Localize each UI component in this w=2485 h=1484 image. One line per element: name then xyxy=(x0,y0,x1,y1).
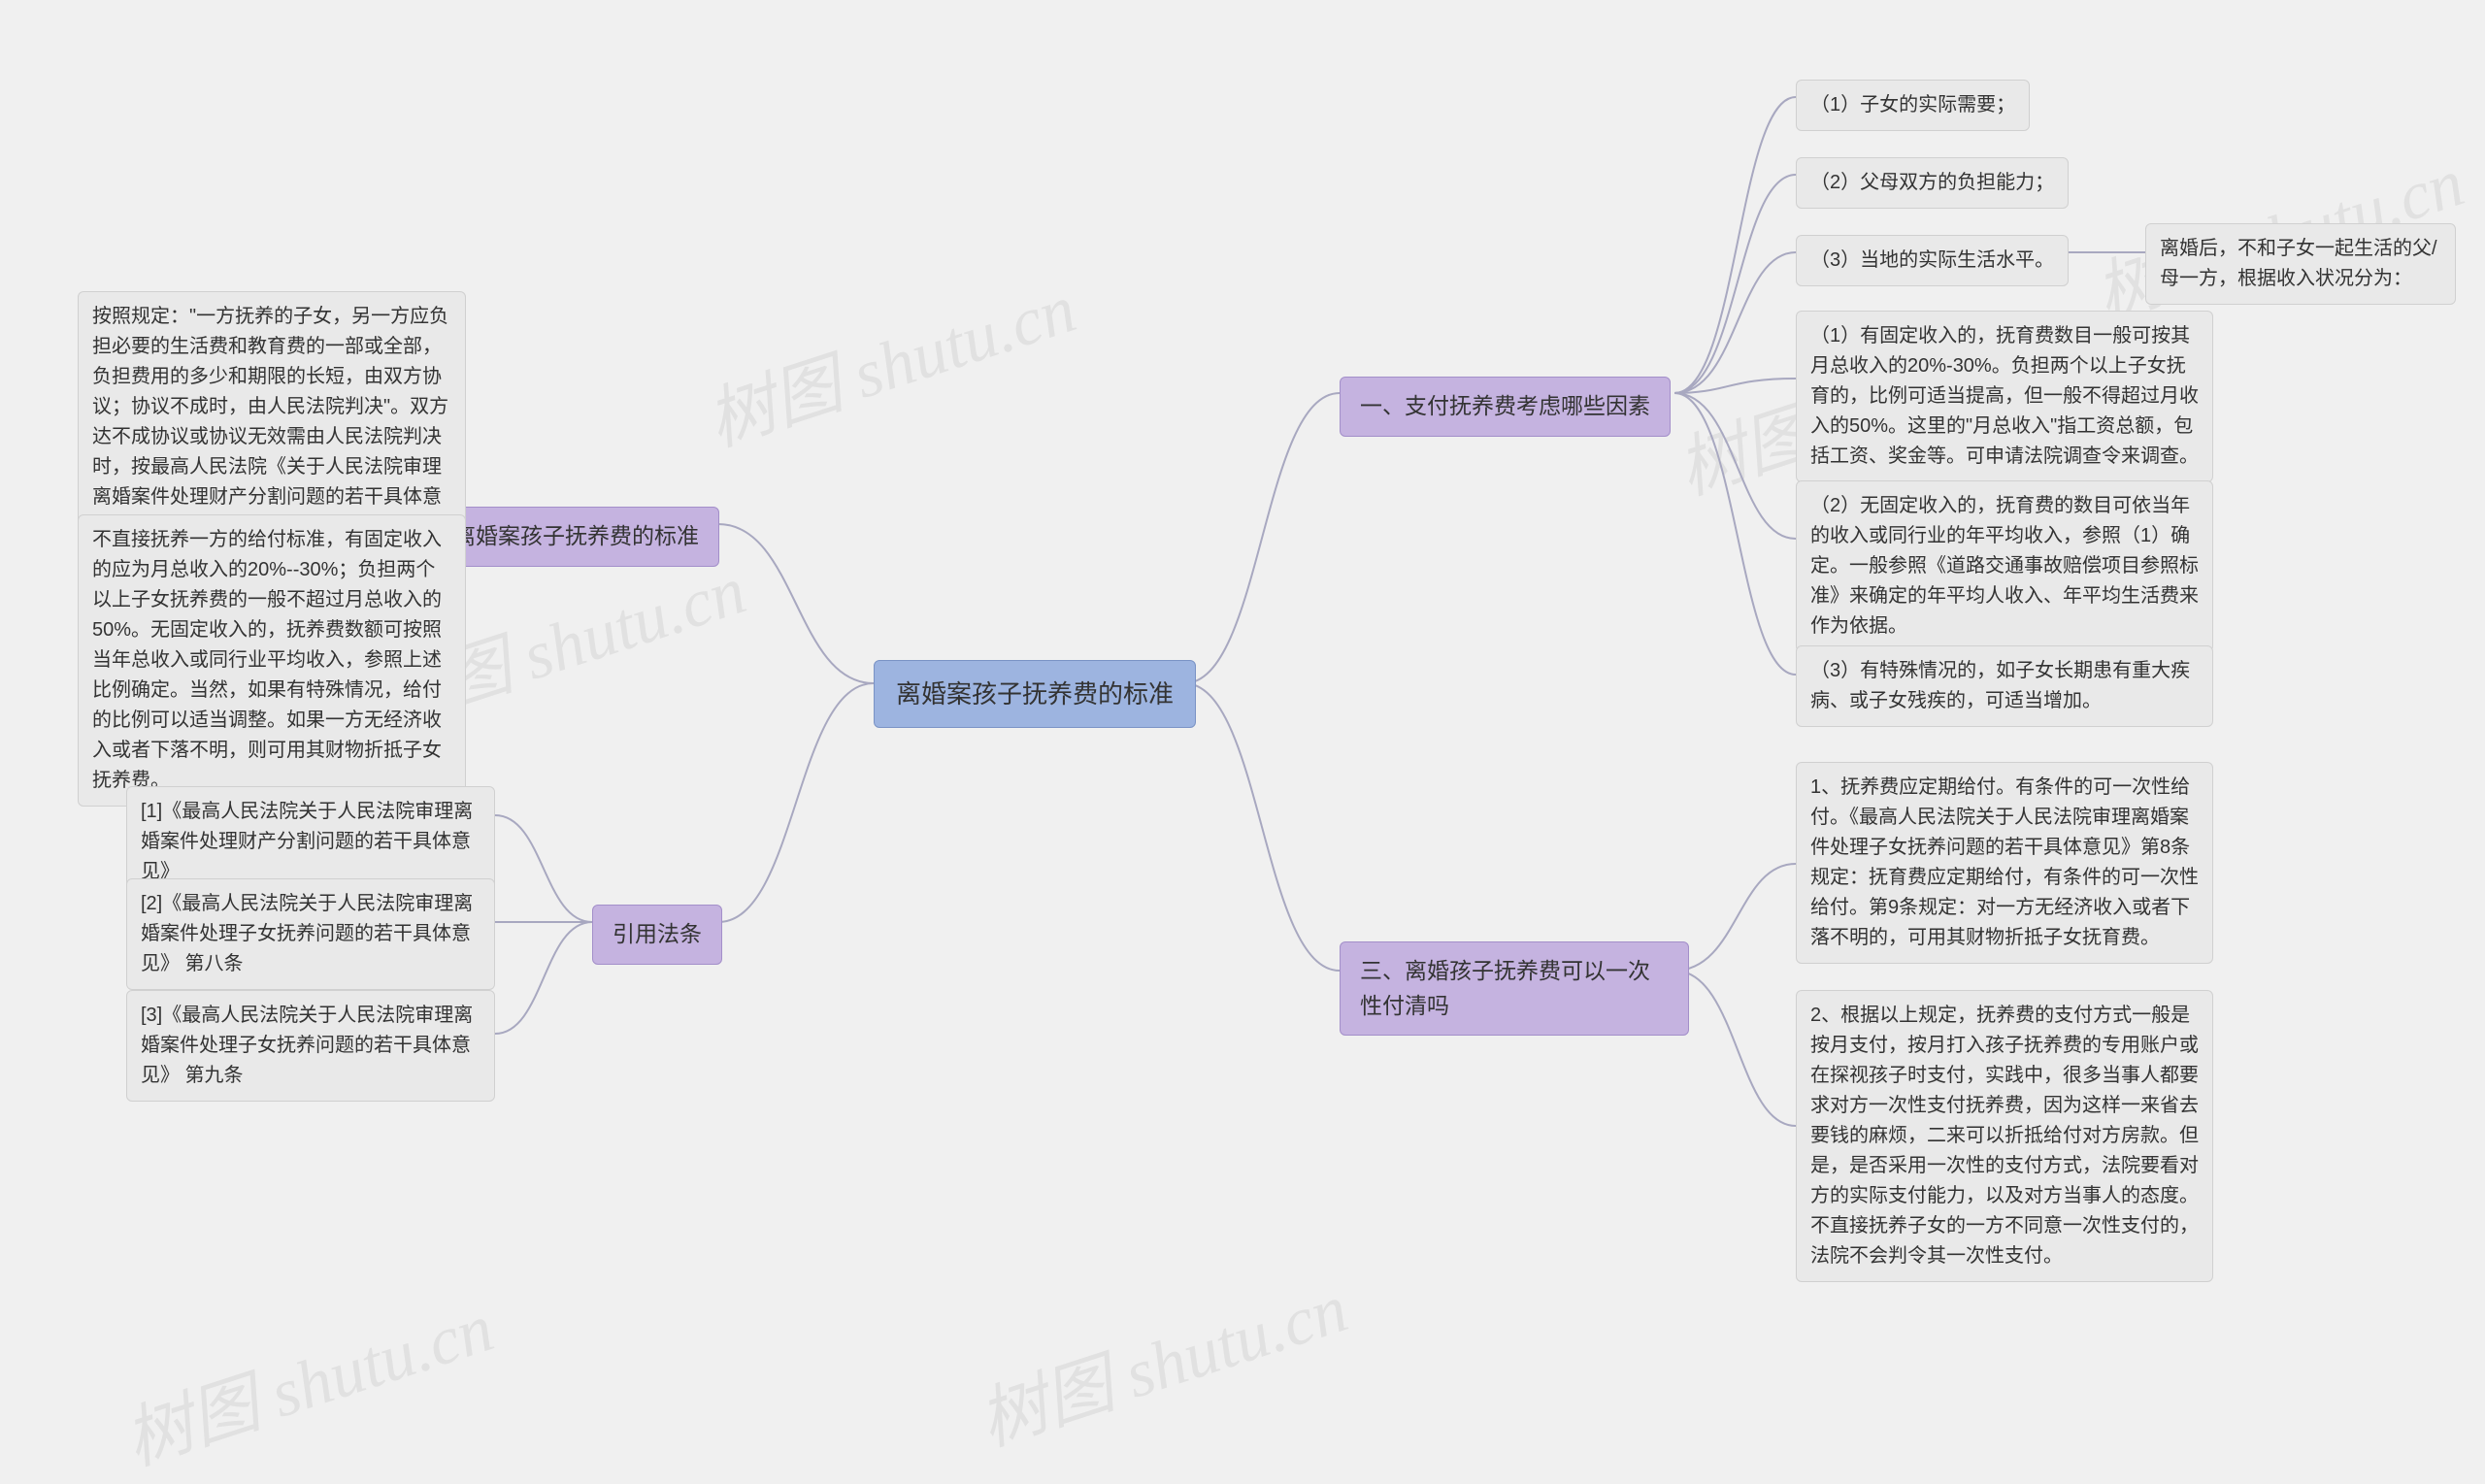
leaf-b4-3: [3]《最高人民法院关于人民法院审理离婚案件处理子女抚养问题的若干具体意见》 第… xyxy=(126,990,495,1102)
leaf-b2-2: 不直接抚养一方的给付标准，有固定收入的应为月总收入的20%--30%；负担两个以… xyxy=(78,514,466,807)
root-node[interactable]: 离婚案孩子抚养费的标准 xyxy=(874,660,1196,728)
leaf-b1-3b: 离婚后，不和子女一起生活的父/母一方，根据收入状况分为： xyxy=(2145,223,2456,305)
watermark: 树图 shutu.cn xyxy=(693,254,1086,465)
leaf-b3-2: 2、根据以上规定，抚养费的支付方式一般是按月支付，按月打入孩子抚养费的专用账户或… xyxy=(1796,990,2213,1282)
branch-lumpsum[interactable]: 三、离婚孩子抚养费可以一次性付清吗 xyxy=(1340,941,1689,1036)
leaf-b4-2: [2]《最高人民法院关于人民法院审理离婚案件处理子女抚养问题的若干具体意见》 第… xyxy=(126,878,495,990)
leaf-b1-6: （3）有特殊情况的，如子女长期患有重大疾病、或子女残疾的，可适当增加。 xyxy=(1796,645,2213,727)
leaf-b1-5: （2）无固定收入的，抚育费的数目可依当年的收入或同行业的年平均收入，参照（1）确… xyxy=(1796,480,2213,652)
leaf-b1-4: （1）有固定收入的，抚育费数目一般可按其月总收入的20%-30%。负担两个以上子… xyxy=(1796,311,2213,482)
leaf-b1-2: （2）父母双方的负担能力； xyxy=(1796,157,2069,209)
branch-references[interactable]: 引用法条 xyxy=(592,905,722,965)
leaf-b1-3: （3）当地的实际生活水平。 xyxy=(1796,235,2069,286)
watermark: 树图 shutu.cn xyxy=(965,1254,1358,1465)
leaf-b3-1: 1、抚养费应定期给付。有条件的可一次性给付。《最高人民法院关于人民法院审理离婚案… xyxy=(1796,762,2213,964)
branch-factors[interactable]: 一、支付抚养费考虑哪些因素 xyxy=(1340,377,1671,437)
leaf-b1-1: （1）子女的实际需要； xyxy=(1796,80,2030,131)
watermark: 树图 shutu.cn xyxy=(111,1273,504,1484)
